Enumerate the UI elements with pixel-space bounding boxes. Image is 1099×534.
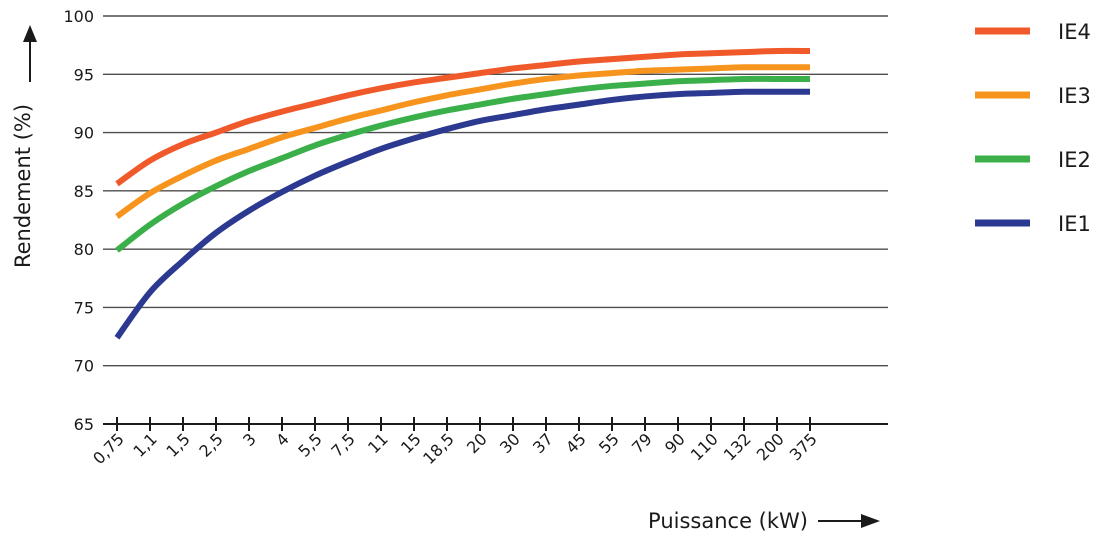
x-axis-title: Puissance (kW) <box>648 509 808 533</box>
legend-label-ie4: IE4 <box>1058 20 1091 44</box>
x-tick-label: 375 <box>786 429 821 464</box>
y-tick-label: 65 <box>74 415 94 434</box>
x-axis-arrow-head <box>861 514 880 528</box>
x-tick-label: 1,5 <box>162 429 193 460</box>
grid-lines <box>103 15 888 367</box>
legend-label-ie1: IE1 <box>1058 212 1091 236</box>
y-axis-arrow-head <box>23 25 37 42</box>
y-tick-label: 70 <box>74 357 94 376</box>
x-tick-label: 55 <box>595 429 623 457</box>
legend: IE4 IE3 IE2 IE1 <box>975 20 1091 236</box>
x-tick-label: 18,5 <box>419 429 458 468</box>
x-tick-label: 90 <box>661 429 689 457</box>
x-tick-label: 79 <box>628 429 656 457</box>
x-tick-label: 20 <box>463 429 491 457</box>
x-tick-label: 1,1 <box>129 429 160 460</box>
x-tick-label: 7,5 <box>327 429 358 460</box>
y-tick-label: 90 <box>74 124 94 143</box>
series-line-ie3 <box>115 64 810 219</box>
legend-label-ie2: IE2 <box>1058 148 1091 172</box>
x-tick-label: 45 <box>562 429 590 457</box>
y-tick-label: 75 <box>74 298 94 317</box>
x-tick-label: 200 <box>753 429 788 464</box>
series-line-ie1 <box>114 88 810 340</box>
y-tick-label: 100 <box>63 7 94 26</box>
x-tick-label: 30 <box>496 429 524 457</box>
x-tick-label: 132 <box>720 429 755 464</box>
series-line-ie2 <box>115 75 810 253</box>
x-tick-label: 37 <box>529 429 557 457</box>
x-tick-label: 0,75 <box>89 429 128 468</box>
x-tick-label: 5,5 <box>294 429 325 460</box>
y-tick-label: 95 <box>74 65 94 84</box>
y-tick-label: 80 <box>74 240 94 259</box>
x-tick-label: 110 <box>687 429 722 464</box>
y-tick-labels: 65 70 75 80 85 90 95 100 <box>63 7 94 434</box>
x-tick-label: 3 <box>239 429 260 450</box>
x-tick-label: 11 <box>364 429 392 457</box>
y-axis-title: Rendement (%) <box>11 104 35 268</box>
series-lines <box>114 47 811 340</box>
x-tick-label: 2,5 <box>195 429 226 460</box>
series-line-ie4 <box>115 47 811 187</box>
y-tick-label: 85 <box>74 182 94 201</box>
legend-label-ie3: IE3 <box>1058 84 1091 108</box>
x-tick-label: 4 <box>272 429 293 450</box>
